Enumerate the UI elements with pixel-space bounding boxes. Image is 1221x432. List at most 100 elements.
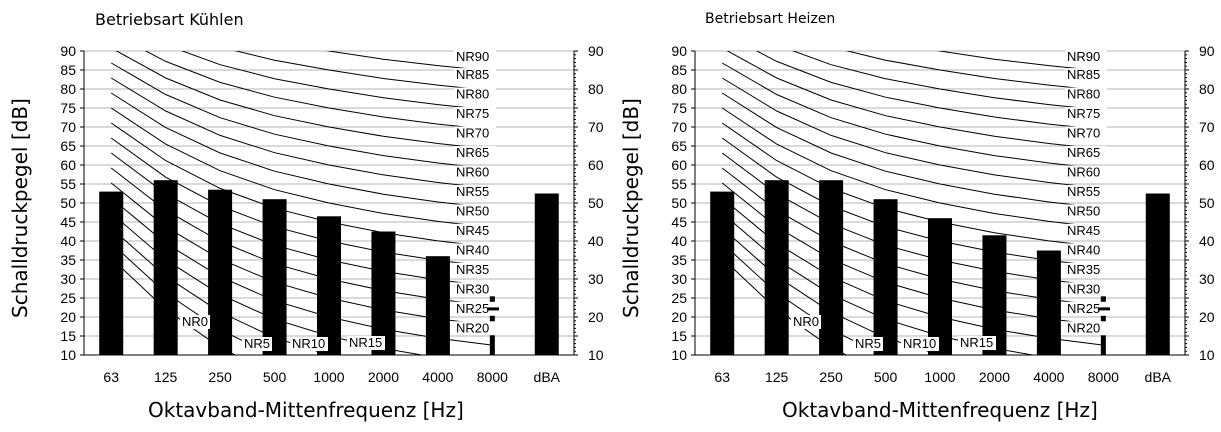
nr-label-bg xyxy=(454,301,496,316)
nr-curve xyxy=(234,51,493,92)
nr-curve xyxy=(845,51,1104,92)
nr-curve xyxy=(110,92,493,209)
bar xyxy=(710,191,735,355)
bar xyxy=(262,199,287,355)
y-tick-label: 60 xyxy=(60,157,76,173)
nr-curve xyxy=(721,107,1104,229)
nr-label: NR65 xyxy=(1067,145,1100,160)
x-tick-label: 63 xyxy=(103,369,119,385)
nr-label-bg xyxy=(454,126,496,141)
nr-label-bg xyxy=(1065,282,1107,297)
nr-label-bg xyxy=(290,337,328,351)
y-tick-label: 25 xyxy=(671,290,687,306)
y-tick-label-right: 10 xyxy=(1199,347,1215,363)
nr-label: NR45 xyxy=(456,223,489,238)
nr-label: NR55 xyxy=(456,184,489,199)
x-tick-label: 4000 xyxy=(422,369,453,385)
nr-curve xyxy=(721,62,1104,170)
y-tick-label: 45 xyxy=(671,214,687,230)
y-tick-label: 50 xyxy=(671,195,687,211)
nr-label: NR90 xyxy=(1067,49,1100,64)
y-tick-label-right: 70 xyxy=(588,119,604,135)
nr-label-bg xyxy=(1065,126,1107,141)
nr-curve xyxy=(326,51,493,72)
bar xyxy=(1145,193,1170,355)
nr-label: NR60 xyxy=(456,164,489,179)
x-axis-label: Oktavband-Mittenfrequenz [Hz] xyxy=(782,398,1098,422)
nr-curve xyxy=(791,51,1104,111)
y-tick-label: 85 xyxy=(60,62,76,78)
y-tick-label-right: 60 xyxy=(588,157,604,173)
nr-curve xyxy=(110,62,493,170)
nr-label: NR70 xyxy=(1067,126,1100,141)
nr-label-bg xyxy=(791,315,821,329)
nr-label: NR85 xyxy=(456,67,489,82)
nr-label: NR25 xyxy=(1067,301,1100,316)
x-tick-label: 125 xyxy=(765,369,789,385)
y-tick-label-right: 40 xyxy=(1199,233,1215,249)
y-tick-label: 45 xyxy=(60,214,76,230)
nr-label-bg xyxy=(1065,107,1107,122)
nr-label-bg xyxy=(347,336,385,350)
nr-label-bg xyxy=(454,262,496,277)
bar xyxy=(534,193,559,355)
y-tick-label: 85 xyxy=(671,62,687,78)
y-tick-label-right: 20 xyxy=(588,309,604,325)
y-tick-label-right: 90 xyxy=(1199,43,1215,59)
nr-curve xyxy=(115,51,493,150)
nr-label: NR40 xyxy=(456,242,489,257)
y-tick-label-right: 10 xyxy=(588,347,604,363)
nr-label-bg xyxy=(1065,165,1107,180)
y-tick-label: 15 xyxy=(60,328,76,344)
y-tick-label-right: 60 xyxy=(1199,157,1215,173)
nr-label-bg xyxy=(1065,243,1107,258)
y-tick-label-right: 90 xyxy=(588,43,604,59)
nr-label-bg xyxy=(1065,262,1107,277)
nr-curve xyxy=(180,51,493,111)
nr-label: NR60 xyxy=(1067,164,1100,179)
x-tick-label: 1000 xyxy=(924,369,955,385)
bar xyxy=(208,189,233,355)
x-tick-label: dBA xyxy=(534,369,561,385)
nr-label-bg xyxy=(454,107,496,122)
bar xyxy=(928,218,952,355)
x-tick-label: 8000 xyxy=(1088,369,1119,385)
y-tick-label-right: 20 xyxy=(1199,309,1215,325)
nr-label: NR50 xyxy=(1067,203,1100,218)
nr-curve xyxy=(726,51,1104,150)
y-tick-label: 75 xyxy=(60,100,76,116)
nr-label: NR0 xyxy=(793,314,819,329)
nr-label: NR15 xyxy=(349,335,382,350)
x-axis-label: Oktavband-Mittenfrequenz [Hz] xyxy=(148,398,464,422)
y-tick-label: 10 xyxy=(671,347,687,363)
nr-label: NR80 xyxy=(456,87,489,102)
nr-label: NR5 xyxy=(244,336,270,351)
nr-label-bg xyxy=(853,337,883,351)
nr-label: NR40 xyxy=(1067,242,1100,257)
nr-label-bg xyxy=(1065,223,1107,238)
x-tick-label: 250 xyxy=(208,369,232,385)
nr-label-bg xyxy=(1065,87,1107,102)
x-tick-label: dBA xyxy=(1145,369,1172,385)
nr-label: NR30 xyxy=(456,281,489,296)
y-tick-label: 90 xyxy=(60,43,76,59)
nr-curve xyxy=(755,51,1104,131)
y-tick-label: 50 xyxy=(60,195,76,211)
nr-label-bg xyxy=(454,146,496,161)
bar xyxy=(764,180,789,355)
nr-label: NR25 xyxy=(456,301,489,316)
nr-label-bg xyxy=(454,243,496,258)
y-tick-label: 30 xyxy=(671,271,687,287)
nr-label-bg xyxy=(454,165,496,180)
nr-label: NR10 xyxy=(903,336,936,351)
nr-curve xyxy=(721,77,1104,190)
y-tick-label: 15 xyxy=(671,328,687,344)
nr-label-bg xyxy=(242,337,272,351)
y-tick-label: 40 xyxy=(671,233,687,249)
y-tick-label: 75 xyxy=(671,100,687,116)
bar xyxy=(489,286,495,355)
nr-curve xyxy=(721,122,1104,248)
nr-label-bg xyxy=(454,204,496,219)
nr-label: NR30 xyxy=(1067,281,1100,296)
x-tick-label: 2000 xyxy=(368,369,399,385)
